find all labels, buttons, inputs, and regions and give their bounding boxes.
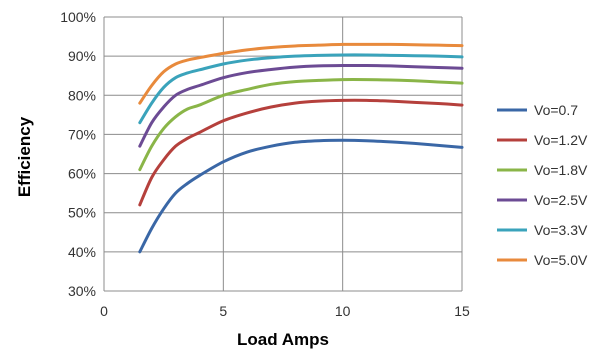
y-tick-label: 30% [68, 283, 96, 299]
x-tick-label: 15 [454, 303, 470, 319]
series-line-3 [138, 78, 464, 172]
series-line-2 [138, 98, 464, 207]
legend-label: Vo=5.0V [534, 252, 588, 268]
x-tick-label: 5 [219, 303, 227, 319]
y-tick-label: 40% [68, 244, 96, 260]
axis-ticks: 30% 40% 50% 60% 70% 80% 90% 100% 0 5 10 15 [60, 9, 470, 319]
y-tick-label: 60% [68, 166, 96, 182]
series-line-1 [138, 138, 464, 254]
legend-label: Vo=2.5V [534, 192, 588, 208]
x-axis-title: Load Amps [237, 330, 329, 349]
x-tick-label: 10 [335, 303, 351, 319]
plot-grid [103, 16, 463, 292]
series-lines [138, 42, 464, 254]
legend-label: Vo=1.2V [534, 132, 588, 148]
legend-label: Vo=3.3V [534, 222, 588, 238]
y-tick-label: 90% [68, 48, 96, 64]
y-axis-title: Efficiency [15, 116, 34, 197]
y-tick-label: 50% [68, 205, 96, 221]
legend-label: Vo=1.8V [534, 162, 588, 178]
series-line-4 [138, 63, 464, 148]
y-tick-label: 70% [68, 126, 96, 142]
y-tick-label: 80% [68, 87, 96, 103]
series-line-6 [138, 42, 464, 105]
legend: Vo=0.7 Vo=1.2V Vo=1.8V Vo=2.5V Vo=3.3V Vo=5.0… [497, 102, 588, 268]
series-line-5 [138, 53, 464, 125]
legend-label: Vo=0.7 [534, 102, 578, 118]
y-tick-label: 100% [60, 9, 96, 25]
x-tick-label: 0 [100, 303, 108, 319]
